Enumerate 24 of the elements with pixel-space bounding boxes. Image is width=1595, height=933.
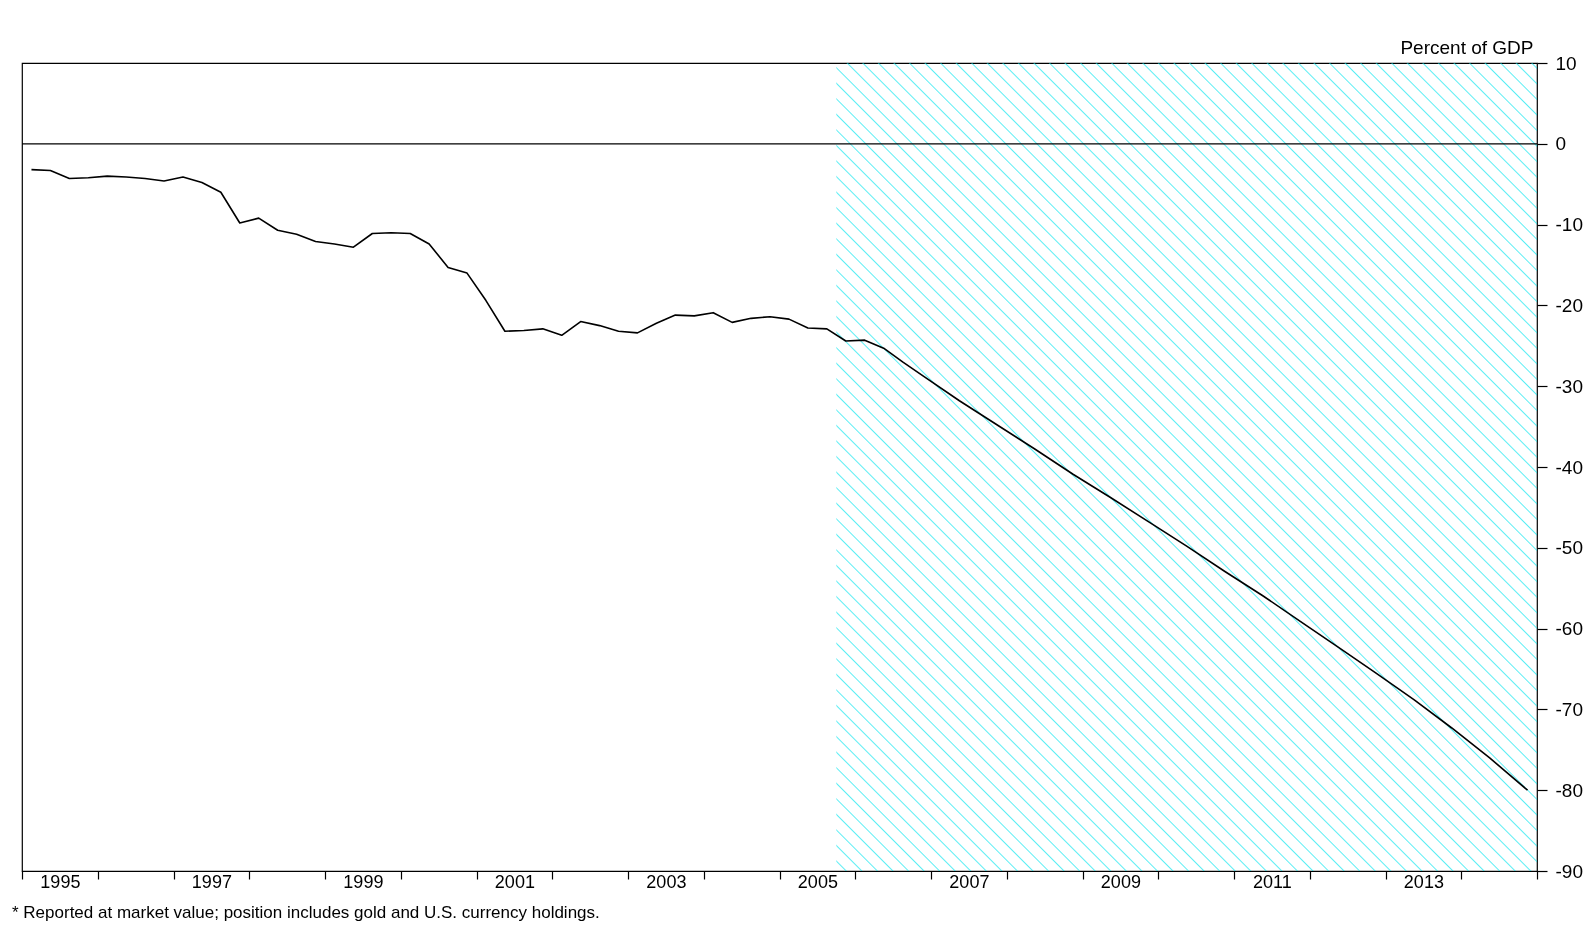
y-tick-label: 0: [1555, 133, 1567, 155]
x-tick-label: 1999: [343, 871, 384, 892]
x-tick-label: 2003: [646, 871, 687, 892]
text: * Reported at market value; position includes gold and U.S. currency holdings.: [12, 903, 600, 922]
x-tick-label: 2013: [1403, 871, 1444, 892]
x-tick-label: 2007: [949, 871, 990, 892]
x-tick-label: 2011: [1253, 871, 1292, 892]
y-tick-label: -90: [1555, 860, 1583, 882]
x-tick-label: 1997: [191, 871, 232, 892]
y-tick-label: -50: [1555, 537, 1583, 559]
x-tick-label: 2005: [797, 871, 838, 892]
y-tick-label: -20: [1555, 294, 1583, 316]
y-axis-title: Percent of GDP: [1400, 36, 1534, 58]
y-tick-label: -40: [1555, 456, 1583, 478]
line-series: [30, 168, 1529, 791]
y-tick-label: -60: [1555, 618, 1583, 640]
x-tick-label: 2009: [1100, 871, 1141, 892]
y-tick-label: 10: [1555, 52, 1577, 74]
x-tick-label: 1995: [40, 871, 81, 892]
y-tick-label: -70: [1555, 698, 1583, 720]
y-tick-label: -10: [1555, 214, 1583, 236]
x-tick-label: 2001: [494, 871, 535, 892]
y-tick-label: -80: [1555, 779, 1583, 801]
y-tick-label: -30: [1555, 375, 1583, 397]
